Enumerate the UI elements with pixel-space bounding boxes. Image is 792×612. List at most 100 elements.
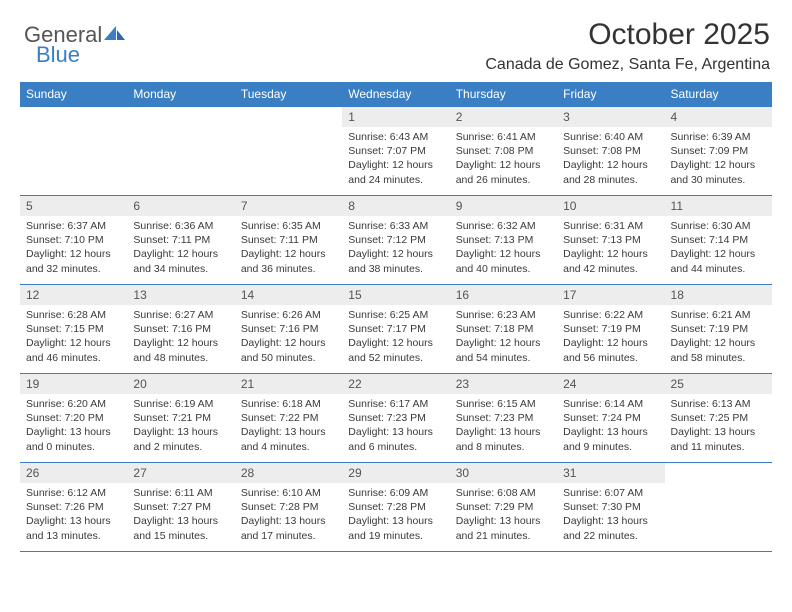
day-number: 16 [450, 285, 557, 305]
calendar-cell: 25Sunrise: 6:13 AMSunset: 7:25 PMDayligh… [665, 374, 772, 462]
sunrise-text: Sunrise: 6:33 AM [348, 219, 443, 233]
calendar-week: 26Sunrise: 6:12 AMSunset: 7:26 PMDayligh… [20, 463, 772, 552]
sunset-text: Sunset: 7:27 PM [133, 500, 228, 514]
calendar-cell: 4Sunrise: 6:39 AMSunset: 7:09 PMDaylight… [665, 107, 772, 195]
calendar-cell [665, 463, 772, 551]
calendar-cell: 5Sunrise: 6:37 AMSunset: 7:10 PMDaylight… [20, 196, 127, 284]
calendar-cell [20, 107, 127, 195]
day-number: 9 [450, 196, 557, 216]
sunset-text: Sunset: 7:08 PM [456, 144, 551, 158]
daylight-text: Daylight: 12 hours and 42 minutes. [563, 247, 658, 275]
sunrise-text: Sunrise: 6:19 AM [133, 397, 228, 411]
day-number: 6 [127, 196, 234, 216]
day-body: Sunrise: 6:40 AMSunset: 7:08 PMDaylight:… [557, 127, 664, 193]
day-number: 23 [450, 374, 557, 394]
day-body: Sunrise: 6:11 AMSunset: 7:27 PMDaylight:… [127, 483, 234, 549]
calendar-week: 19Sunrise: 6:20 AMSunset: 7:20 PMDayligh… [20, 374, 772, 463]
day-body: Sunrise: 6:10 AMSunset: 7:28 PMDaylight:… [235, 483, 342, 549]
sunrise-text: Sunrise: 6:41 AM [456, 130, 551, 144]
day-number: 28 [235, 463, 342, 483]
daylight-text: Daylight: 12 hours and 44 minutes. [671, 247, 766, 275]
day-body: Sunrise: 6:15 AMSunset: 7:23 PMDaylight:… [450, 394, 557, 460]
sunrise-text: Sunrise: 6:11 AM [133, 486, 228, 500]
daylight-text: Daylight: 12 hours and 54 minutes. [456, 336, 551, 364]
calendar-cell: 18Sunrise: 6:21 AMSunset: 7:19 PMDayligh… [665, 285, 772, 373]
calendar-cell: 21Sunrise: 6:18 AMSunset: 7:22 PMDayligh… [235, 374, 342, 462]
calendar-cell: 15Sunrise: 6:25 AMSunset: 7:17 PMDayligh… [342, 285, 449, 373]
sunrise-text: Sunrise: 6:13 AM [671, 397, 766, 411]
daylight-text: Daylight: 12 hours and 36 minutes. [241, 247, 336, 275]
sunrise-text: Sunrise: 6:30 AM [671, 219, 766, 233]
calendar-cell: 2Sunrise: 6:41 AMSunset: 7:08 PMDaylight… [450, 107, 557, 195]
day-number: 15 [342, 285, 449, 305]
day-body: Sunrise: 6:21 AMSunset: 7:19 PMDaylight:… [665, 305, 772, 371]
daylight-text: Daylight: 12 hours and 28 minutes. [563, 158, 658, 186]
daylight-text: Daylight: 13 hours and 4 minutes. [241, 425, 336, 453]
day-body: Sunrise: 6:32 AMSunset: 7:13 PMDaylight:… [450, 216, 557, 282]
calendar-cell: 8Sunrise: 6:33 AMSunset: 7:12 PMDaylight… [342, 196, 449, 284]
sunrise-text: Sunrise: 6:32 AM [456, 219, 551, 233]
sunrise-text: Sunrise: 6:36 AM [133, 219, 228, 233]
day-number: 4 [665, 107, 772, 127]
sunrise-text: Sunrise: 6:31 AM [563, 219, 658, 233]
day-number: 27 [127, 463, 234, 483]
day-body: Sunrise: 6:08 AMSunset: 7:29 PMDaylight:… [450, 483, 557, 549]
daylight-text: Daylight: 12 hours and 48 minutes. [133, 336, 228, 364]
calendar-cell: 20Sunrise: 6:19 AMSunset: 7:21 PMDayligh… [127, 374, 234, 462]
day-number: 21 [235, 374, 342, 394]
day-body: Sunrise: 6:20 AMSunset: 7:20 PMDaylight:… [20, 394, 127, 460]
brand-part2: Blue [36, 42, 80, 67]
calendar: Sunday Monday Tuesday Wednesday Thursday… [20, 82, 772, 552]
daylight-text: Daylight: 13 hours and 21 minutes. [456, 514, 551, 542]
sunrise-text: Sunrise: 6:17 AM [348, 397, 443, 411]
sunrise-text: Sunrise: 6:08 AM [456, 486, 551, 500]
daylight-text: Daylight: 12 hours and 26 minutes. [456, 158, 551, 186]
day-body: Sunrise: 6:14 AMSunset: 7:24 PMDaylight:… [557, 394, 664, 460]
sunrise-text: Sunrise: 6:07 AM [563, 486, 658, 500]
sunset-text: Sunset: 7:07 PM [348, 144, 443, 158]
sunset-text: Sunset: 7:13 PM [456, 233, 551, 247]
daylight-text: Daylight: 12 hours and 40 minutes. [456, 247, 551, 275]
sunset-text: Sunset: 7:29 PM [456, 500, 551, 514]
day-body: Sunrise: 6:19 AMSunset: 7:21 PMDaylight:… [127, 394, 234, 460]
day-number: 25 [665, 374, 772, 394]
calendar-cell: 29Sunrise: 6:09 AMSunset: 7:28 PMDayligh… [342, 463, 449, 551]
day-body: Sunrise: 6:26 AMSunset: 7:16 PMDaylight:… [235, 305, 342, 371]
day-number: 7 [235, 196, 342, 216]
dayhead-tue: Tuesday [235, 82, 342, 107]
day-number: 30 [450, 463, 557, 483]
sunset-text: Sunset: 7:14 PM [671, 233, 766, 247]
day-number: 14 [235, 285, 342, 305]
day-body: Sunrise: 6:25 AMSunset: 7:17 PMDaylight:… [342, 305, 449, 371]
calendar-cell: 27Sunrise: 6:11 AMSunset: 7:27 PMDayligh… [127, 463, 234, 551]
day-body: Sunrise: 6:27 AMSunset: 7:16 PMDaylight:… [127, 305, 234, 371]
daylight-text: Daylight: 12 hours and 24 minutes. [348, 158, 443, 186]
daylight-text: Daylight: 13 hours and 15 minutes. [133, 514, 228, 542]
day-number: 10 [557, 196, 664, 216]
sunrise-text: Sunrise: 6:10 AM [241, 486, 336, 500]
sunset-text: Sunset: 7:28 PM [348, 500, 443, 514]
calendar-cell: 16Sunrise: 6:23 AMSunset: 7:18 PMDayligh… [450, 285, 557, 373]
calendar-cell: 9Sunrise: 6:32 AMSunset: 7:13 PMDaylight… [450, 196, 557, 284]
calendar-day-header: Sunday Monday Tuesday Wednesday Thursday… [20, 82, 772, 107]
calendar-cell: 19Sunrise: 6:20 AMSunset: 7:20 PMDayligh… [20, 374, 127, 462]
day-number: 11 [665, 196, 772, 216]
daylight-text: Daylight: 13 hours and 17 minutes. [241, 514, 336, 542]
calendar-cell: 3Sunrise: 6:40 AMSunset: 7:08 PMDaylight… [557, 107, 664, 195]
dayhead-sun: Sunday [20, 82, 127, 107]
day-body: Sunrise: 6:39 AMSunset: 7:09 PMDaylight:… [665, 127, 772, 193]
day-number: 31 [557, 463, 664, 483]
sunrise-text: Sunrise: 6:37 AM [26, 219, 121, 233]
daylight-text: Daylight: 12 hours and 38 minutes. [348, 247, 443, 275]
sunset-text: Sunset: 7:22 PM [241, 411, 336, 425]
daylight-text: Daylight: 12 hours and 56 minutes. [563, 336, 658, 364]
sunset-text: Sunset: 7:20 PM [26, 411, 121, 425]
day-number: 24 [557, 374, 664, 394]
daylight-text: Daylight: 13 hours and 2 minutes. [133, 425, 228, 453]
sunrise-text: Sunrise: 6:15 AM [456, 397, 551, 411]
sunrise-text: Sunrise: 6:35 AM [241, 219, 336, 233]
day-number: 17 [557, 285, 664, 305]
sunset-text: Sunset: 7:13 PM [563, 233, 658, 247]
day-body: Sunrise: 6:33 AMSunset: 7:12 PMDaylight:… [342, 216, 449, 282]
calendar-week: 12Sunrise: 6:28 AMSunset: 7:15 PMDayligh… [20, 285, 772, 374]
